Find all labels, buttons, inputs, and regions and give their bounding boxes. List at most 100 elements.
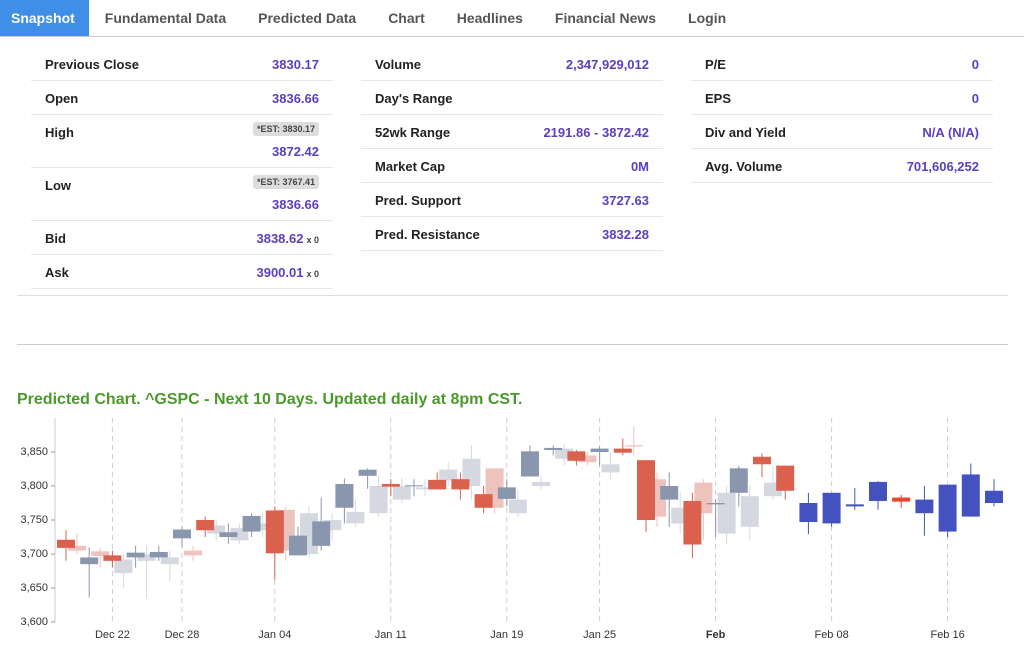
stats-row: Bid 3838.62 x 0 xyxy=(31,221,333,255)
candle-body xyxy=(149,551,168,558)
stat-value: 0M xyxy=(630,159,649,174)
stat-value: 3832.28 xyxy=(602,227,649,242)
stat-value: 0 xyxy=(971,57,979,72)
candle-body xyxy=(729,468,748,493)
stat-label: 52wk Range xyxy=(375,125,451,140)
candle-body xyxy=(613,448,632,453)
stats-row: EPS 0 xyxy=(691,81,993,115)
candle-body xyxy=(253,523,272,531)
stats-row: Ask 3900.01 x 0 xyxy=(31,255,333,289)
stats-row: Pred. Support 3727.63 xyxy=(361,183,663,217)
candle-body xyxy=(335,483,354,508)
candle-body xyxy=(416,487,434,490)
stats-column: P/E 0 EPS 0 Div and Yield N/A (N/A) Avg. Volum… xyxy=(691,47,993,183)
nav-bar: Snapshot Fundamental Data Predicted Data Ch… xyxy=(0,0,1024,37)
stat-value: 2191.86 - 3872.42 xyxy=(543,125,649,140)
candle-body xyxy=(126,552,145,558)
candle-body xyxy=(196,520,215,531)
candle-body xyxy=(80,557,99,565)
candle-body xyxy=(683,500,702,545)
stat-value: 3872.42 xyxy=(272,144,319,159)
y-tick-label: 3,700 xyxy=(20,548,48,560)
stats-row: P/E 0 xyxy=(691,47,993,81)
candle-body xyxy=(869,481,887,501)
y-tick-label: 3,800 xyxy=(20,480,48,492)
candle-body xyxy=(91,551,110,557)
stat-label: Previous Close xyxy=(45,57,139,72)
stat-label: EPS xyxy=(705,91,732,106)
stats-row: High *EST: 3830.17 3872.42 xyxy=(31,115,333,168)
candle-body xyxy=(392,486,411,500)
candle-body xyxy=(439,469,458,481)
stats-row: Volume 2,347,929,012 xyxy=(361,47,663,81)
stat-value: N/A (N/A) xyxy=(922,125,979,140)
candle-body xyxy=(915,499,934,514)
candle-body xyxy=(289,535,307,556)
x-tick-label: Feb 16 xyxy=(930,629,964,641)
stat-label: High xyxy=(45,125,74,140)
stat-value: 3838.62 x 0 xyxy=(256,231,319,246)
candle-body xyxy=(312,521,331,546)
candle-body xyxy=(601,464,620,473)
candle-body xyxy=(114,559,133,574)
divider xyxy=(17,295,1008,296)
candle-body xyxy=(532,481,550,486)
nav-tab[interactable]: Snapshot xyxy=(0,0,89,36)
candle-body xyxy=(428,479,447,490)
estimate-badge: *EST: 3830.17 xyxy=(252,122,319,136)
y-tick-label: 3,600 xyxy=(20,616,48,628)
candle-body xyxy=(369,486,388,514)
stat-value: 0 xyxy=(971,91,979,106)
candle-body xyxy=(219,532,238,537)
stat-value: 3836.66 xyxy=(272,197,319,212)
stat-label: Div and Yield xyxy=(705,125,786,140)
candle-body xyxy=(567,451,586,461)
stat-label: Day's Range xyxy=(375,91,453,106)
stat-label: Market Cap xyxy=(375,159,446,174)
candle-body xyxy=(160,557,179,565)
candle-body xyxy=(961,474,980,517)
candle-body xyxy=(521,451,539,477)
stats-row: 52wk Range 2191.86 - 3872.42 xyxy=(361,115,663,149)
stat-suffix: x 0 xyxy=(306,235,319,245)
candle-body xyxy=(57,539,75,548)
stat-label: Pred. Support xyxy=(375,193,461,208)
stat-value: 3727.63 xyxy=(602,193,649,208)
candle-body xyxy=(938,484,957,532)
candle-body xyxy=(508,499,527,514)
stat-label: Open xyxy=(45,91,79,106)
nav-tab[interactable]: Login xyxy=(688,10,727,26)
candle-body xyxy=(381,483,400,487)
stat-value: 2,347,929,012 xyxy=(565,57,649,72)
candle-body xyxy=(845,504,864,507)
stats-column: Previous Close 3830.17 Open 3836.66 High *EST… xyxy=(31,47,333,289)
stat-label: Volume xyxy=(375,57,421,72)
x-tick-label: Dec 22 xyxy=(95,629,130,641)
y-tick-label: 3,750 xyxy=(20,514,48,526)
candle-body xyxy=(184,550,202,556)
candle-body xyxy=(265,510,284,554)
candle-body xyxy=(637,460,655,520)
nav-tab[interactable]: Predicted Data xyxy=(258,10,357,26)
candle-body xyxy=(555,448,574,459)
x-tick-label: Jan 19 xyxy=(490,629,523,641)
stats-row: Pred. Resistance 3832.28 xyxy=(361,217,663,251)
nav-tab[interactable]: Financial News xyxy=(554,10,657,26)
nav-tab[interactable]: Headlines xyxy=(456,10,523,26)
candle-body xyxy=(207,525,226,534)
candle-body xyxy=(173,529,191,539)
candle-body xyxy=(590,448,609,452)
stat-label: Avg. Volume xyxy=(705,159,783,174)
candle-body xyxy=(451,479,470,490)
candle-body xyxy=(717,492,736,534)
candle-body xyxy=(799,503,818,523)
x-tick-label: Jan 11 xyxy=(375,629,407,641)
candle-body xyxy=(624,445,643,447)
stat-value: 3900.01 x 0 xyxy=(256,265,319,280)
candle-body xyxy=(346,511,365,524)
nav-tab[interactable]: Fundamental Data xyxy=(104,10,227,26)
stat-label: Pred. Resistance xyxy=(375,227,480,242)
nav-tab[interactable]: Chart xyxy=(388,10,425,26)
candle-body xyxy=(753,456,771,465)
